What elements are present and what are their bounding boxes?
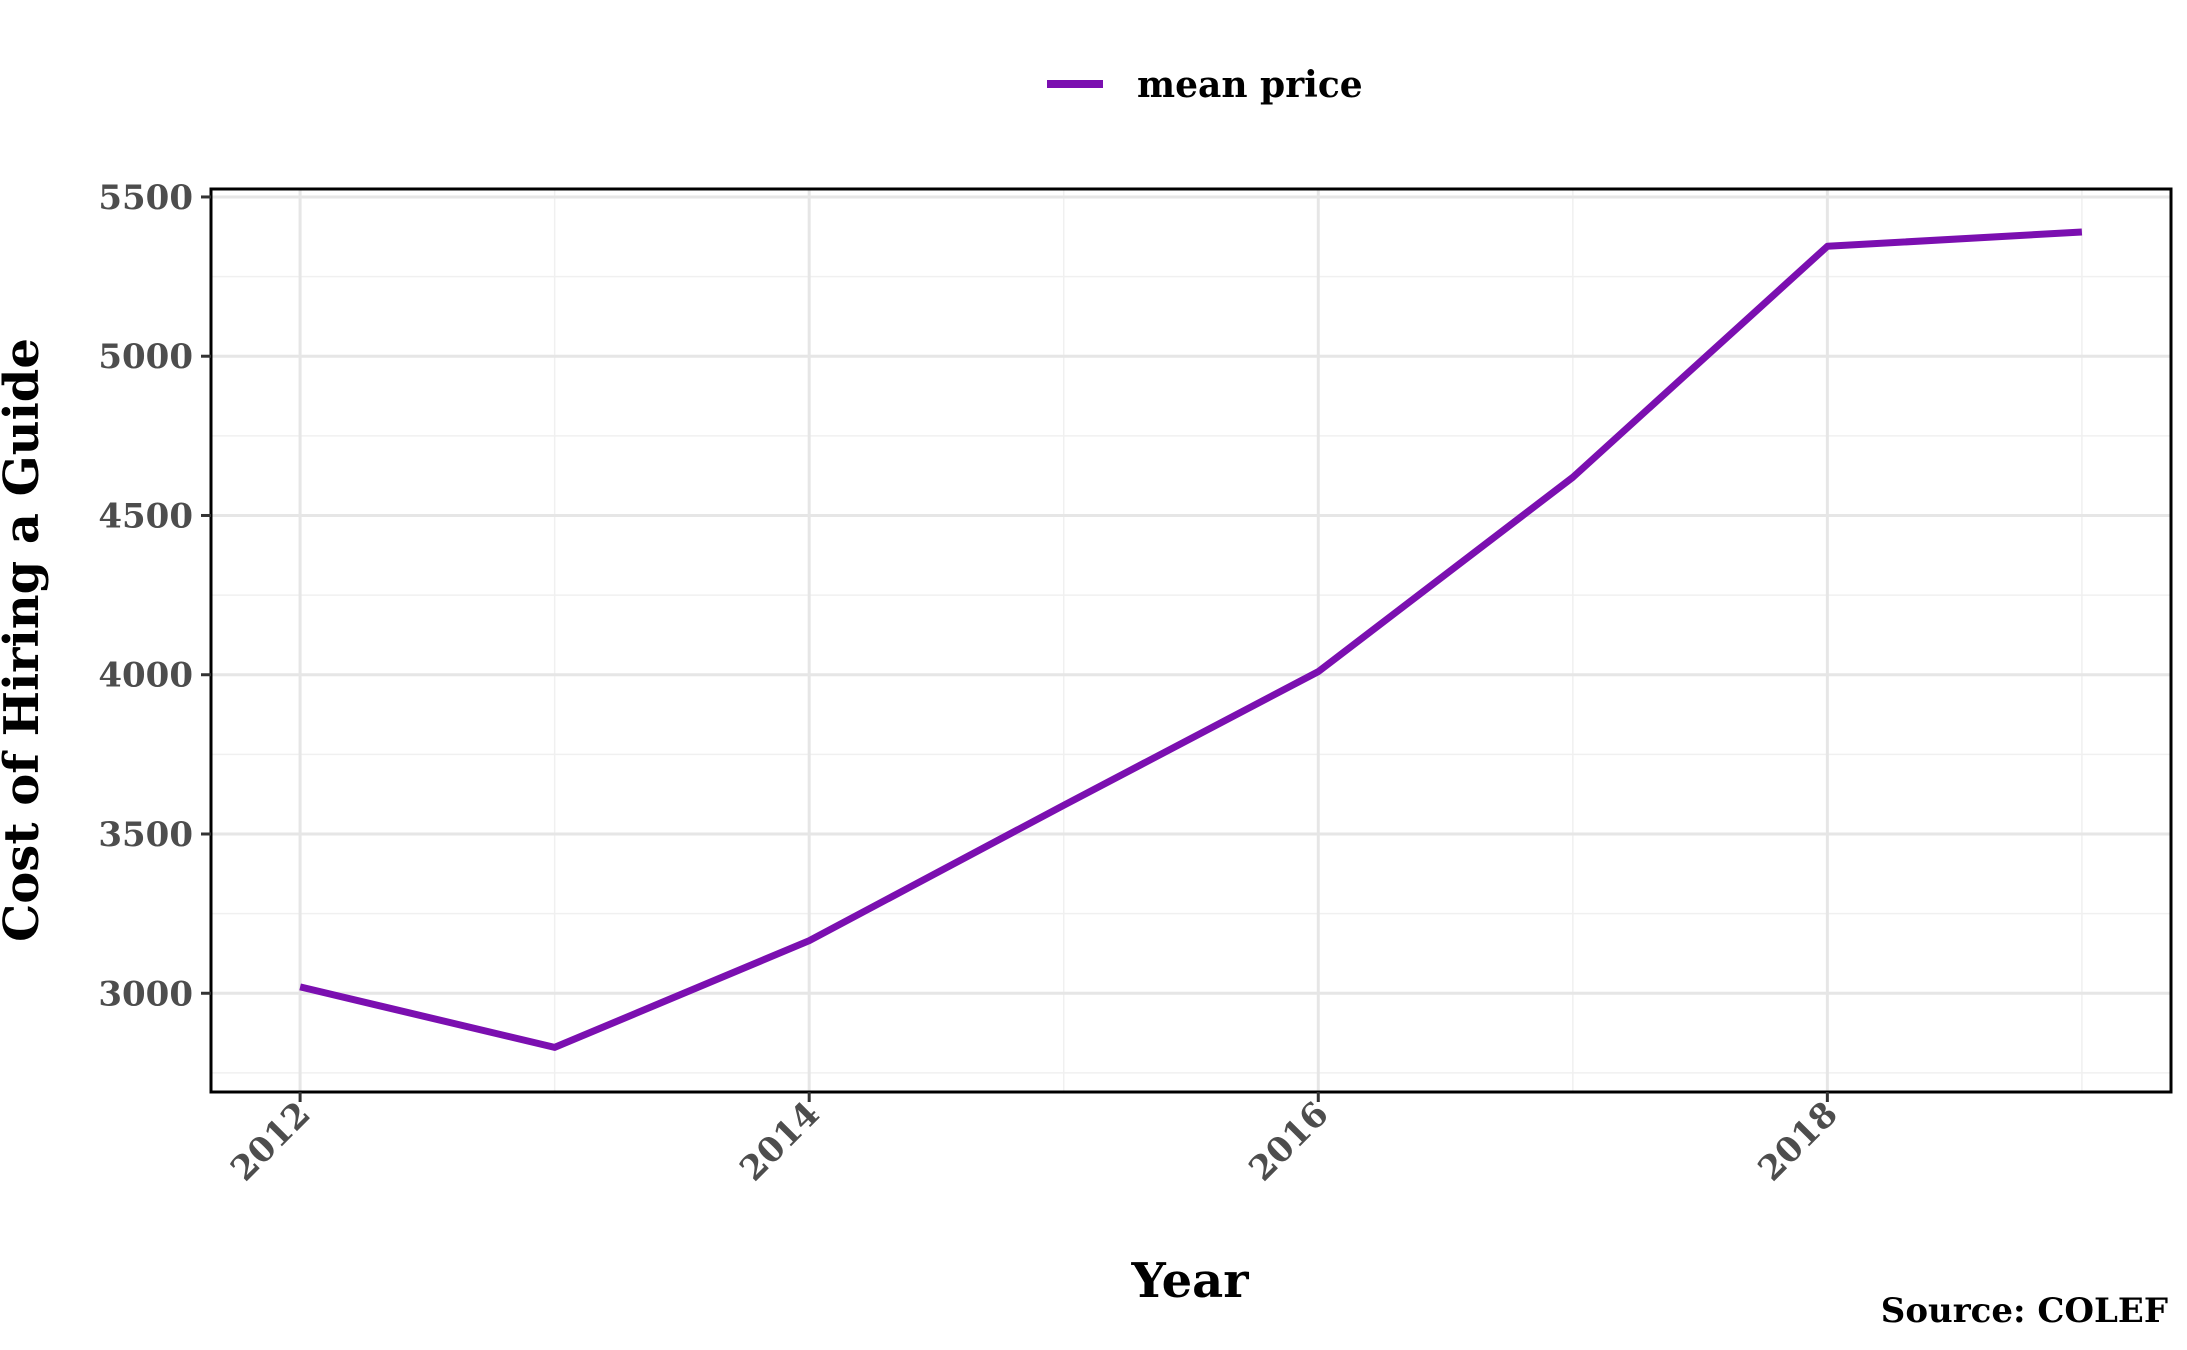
- y-tick-label: 5500: [98, 178, 193, 218]
- panel-border: [209, 187, 2173, 1094]
- legend-label-mean-price: mean price: [1137, 64, 1363, 106]
- x-axis-title: Year: [1130, 1253, 1249, 1309]
- y-axis: 3000 3500 4000 4500 5000 5500: [98, 178, 211, 1014]
- y-tick-label: 4000: [98, 656, 193, 696]
- y-axis-title: Cost of Hiring a Guide: [0, 338, 50, 942]
- y-tick-label: 4500: [98, 496, 193, 536]
- x-tick-label: 2018: [1751, 1094, 1846, 1189]
- series-line-mean-price: [299, 228, 2083, 1051]
- x-tick-label: 2012: [223, 1094, 318, 1189]
- x-axis: 2012 2014 2016 2018: [223, 1092, 1846, 1189]
- y-tick-label: 3500: [98, 815, 193, 855]
- y-tick-label: 5000: [98, 337, 193, 377]
- x-tick-label: 2014: [732, 1094, 827, 1189]
- grid: [211, 189, 2171, 1092]
- source-caption: Source: COLEF: [1881, 1291, 2168, 1331]
- series-layer: [299, 228, 2083, 1051]
- y-tick-label: 3000: [98, 974, 193, 1014]
- legend: mean price: [1047, 64, 1363, 106]
- x-tick-label: 2016: [1241, 1094, 1336, 1189]
